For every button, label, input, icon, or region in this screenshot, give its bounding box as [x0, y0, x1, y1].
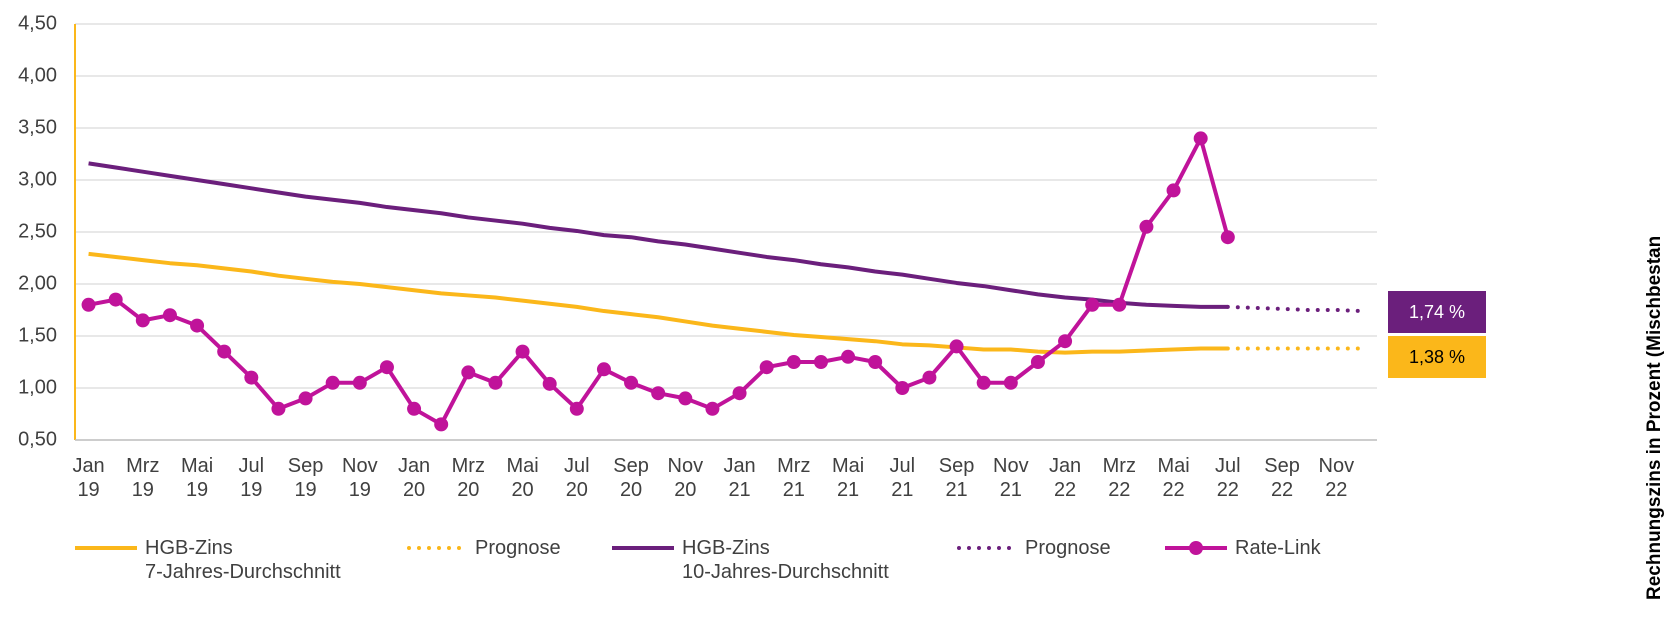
- x-tick-label: Nov 20: [667, 455, 704, 501]
- x-tick-label: Nov 19: [342, 455, 378, 501]
- y-tick-label: 3,50: [18, 116, 57, 138]
- data-point: [108, 292, 123, 307]
- legend-marker: [1189, 541, 1203, 555]
- y-axis-title: Rechnungszins in Prozent (Mischbestan: [1644, 236, 1665, 600]
- data-point: [786, 355, 801, 369]
- x-tick-label: Nov 21: [993, 455, 1029, 501]
- y-tick-label: 4,50: [18, 12, 57, 34]
- x-tick-label: Nov 22: [1318, 455, 1355, 501]
- x-tick-label: Jan 19: [72, 455, 105, 501]
- y-tick-label: 4,00: [18, 64, 57, 86]
- data-point: [569, 401, 584, 416]
- data-point: [949, 339, 964, 354]
- data-point: [759, 360, 774, 375]
- data-point: [217, 344, 232, 359]
- data-point: [1166, 183, 1181, 198]
- data-point: [190, 318, 205, 333]
- data-point: [732, 386, 747, 401]
- x-tick-label: Sep 21: [938, 455, 975, 501]
- x-tick-label: Jul 20: [564, 455, 590, 501]
- x-tick-label: Mrz 19: [126, 455, 160, 501]
- legend-label: HGB-Zins 10-Jahres-Durchschnitt: [682, 537, 889, 583]
- data-point: [407, 401, 422, 416]
- data-point: [922, 370, 937, 385]
- data-point: [488, 375, 503, 390]
- legend-label: HGB-Zins 7-Jahres-Durchschnitt: [145, 537, 341, 583]
- x-tick-label: Mai 19: [180, 455, 214, 501]
- x-tick-label: Jul 21: [889, 455, 916, 501]
- data-point: [651, 386, 666, 401]
- x-tick-label: Jan 22: [1048, 455, 1082, 501]
- y-tick-label: 2,00: [18, 272, 57, 294]
- data-point: [813, 355, 828, 369]
- x-tick-label: Sep 22: [1264, 455, 1300, 501]
- series-line: [88, 161, 1228, 309]
- data-point: [1058, 334, 1073, 349]
- data-point: [352, 375, 367, 390]
- series-line: [88, 136, 1230, 427]
- legend-label: Rate-Link: [1235, 537, 1321, 559]
- x-tick-label: Jan 20: [397, 455, 431, 501]
- x-tick-label: Mrz 21: [777, 455, 811, 501]
- data-point: [868, 355, 883, 369]
- data-point: [325, 375, 340, 390]
- data-point: [1193, 131, 1208, 146]
- series-line: [88, 251, 1228, 355]
- data-point: [135, 313, 150, 328]
- annotation-box: 1,38 %: [1388, 336, 1486, 378]
- data-point: [895, 381, 910, 395]
- x-tick-label: Sep 20: [613, 455, 649, 501]
- legend-label: Prognose: [1025, 537, 1111, 559]
- y-tick-label: 1,50: [18, 324, 57, 346]
- y-tick-label: 3,00: [18, 168, 57, 190]
- data-point: [379, 360, 394, 375]
- data-point: [976, 375, 991, 390]
- y-tick-label: 0,50: [18, 428, 57, 450]
- data-point: [515, 344, 530, 359]
- y-tick-label: 1,00: [18, 376, 57, 398]
- data-point: [434, 417, 449, 432]
- data-point: [81, 297, 96, 312]
- x-tick-label: Jul 22: [1215, 455, 1241, 501]
- data-point: [705, 401, 720, 416]
- x-tick-label: Jan 21: [723, 455, 756, 501]
- data-point: [461, 365, 476, 380]
- data-point: [1085, 297, 1100, 312]
- data-point: [678, 391, 693, 406]
- x-tick-label: Sep 19: [287, 455, 324, 501]
- x-tick-label: Mai 22: [1157, 455, 1190, 501]
- data-point: [298, 391, 313, 406]
- x-tick-label: Mrz 20: [451, 455, 485, 501]
- data-point: [1112, 297, 1127, 312]
- data-point: [1030, 355, 1045, 369]
- data-point: [841, 349, 856, 364]
- data-point: [271, 401, 286, 416]
- legend-label: Prognose: [475, 537, 561, 559]
- data-point: [596, 362, 611, 377]
- x-tick-label: Jul 19: [238, 455, 265, 501]
- y-tick-label: 2,50: [18, 220, 57, 242]
- x-tick-label: Mai 21: [831, 455, 865, 501]
- annotation-box: 1,74 %: [1388, 291, 1486, 333]
- data-point: [624, 375, 639, 390]
- data-point: [1003, 375, 1018, 390]
- data-point: [542, 376, 557, 391]
- data-point: [162, 308, 177, 323]
- x-tick-label: Mrz 22: [1102, 455, 1136, 501]
- data-point: [244, 370, 259, 385]
- series-line: [1225, 304, 1366, 314]
- x-tick-label: Mai 20: [506, 455, 539, 501]
- data-point: [1139, 219, 1154, 234]
- data-point: [1220, 230, 1235, 245]
